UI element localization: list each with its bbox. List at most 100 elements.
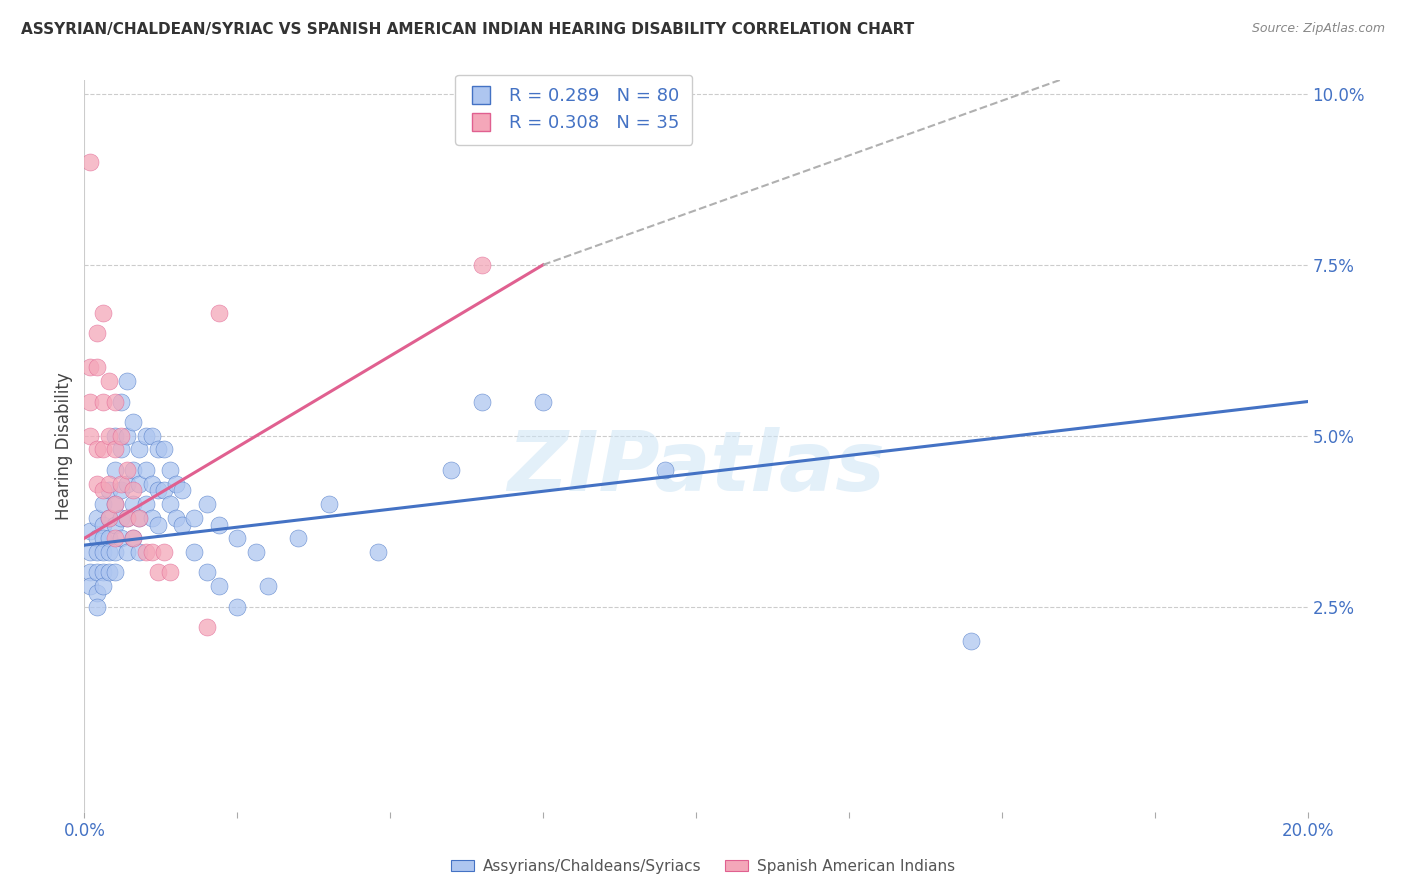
Point — [122, 531, 145, 545]
Point — [159, 566, 181, 580]
Point — [153, 545, 176, 559]
Point — [960, 633, 983, 648]
Point — [86, 360, 108, 375]
Point — [86, 531, 108, 545]
Point — [79, 360, 101, 375]
Point — [91, 483, 114, 498]
Point — [146, 442, 169, 457]
Point — [122, 497, 145, 511]
Point — [195, 566, 218, 580]
Point — [183, 545, 205, 559]
Point — [104, 497, 127, 511]
Text: ASSYRIAN/CHALDEAN/SYRIAC VS SPANISH AMERICAN INDIAN HEARING DISABILITY CORRELATI: ASSYRIAN/CHALDEAN/SYRIAC VS SPANISH AMER… — [21, 22, 914, 37]
Point — [91, 545, 114, 559]
Point — [141, 429, 163, 443]
Point — [195, 497, 218, 511]
Point — [471, 394, 494, 409]
Point — [110, 483, 132, 498]
Point — [104, 497, 127, 511]
Point — [115, 429, 138, 443]
Point — [86, 545, 108, 559]
Point — [97, 545, 120, 559]
Point — [531, 394, 554, 409]
Point — [86, 599, 108, 614]
Point — [159, 463, 181, 477]
Point — [110, 531, 132, 545]
Point — [153, 442, 176, 457]
Point — [115, 510, 138, 524]
Point — [128, 510, 150, 524]
Point — [128, 510, 150, 524]
Point — [86, 442, 108, 457]
Point — [183, 510, 205, 524]
Point — [97, 483, 120, 498]
Point — [91, 517, 114, 532]
Point — [79, 545, 101, 559]
Point — [471, 258, 494, 272]
Point — [97, 510, 120, 524]
Point — [91, 566, 114, 580]
Point — [104, 566, 127, 580]
Point — [287, 531, 309, 545]
Point — [104, 517, 127, 532]
Point — [104, 531, 127, 545]
Point — [91, 442, 114, 457]
Point — [86, 326, 108, 341]
Point — [91, 306, 114, 320]
Point — [79, 394, 101, 409]
Point — [115, 374, 138, 388]
Point — [97, 374, 120, 388]
Point — [79, 566, 101, 580]
Point — [97, 429, 120, 443]
Text: ZIPatlas: ZIPatlas — [508, 427, 884, 508]
Point — [104, 463, 127, 477]
Point — [440, 463, 463, 477]
Point — [226, 599, 249, 614]
Point — [257, 579, 280, 593]
Point — [79, 155, 101, 169]
Point — [115, 463, 138, 477]
Point — [110, 429, 132, 443]
Point — [104, 545, 127, 559]
Point — [91, 394, 114, 409]
Point — [195, 620, 218, 634]
Point — [165, 510, 187, 524]
Point — [115, 545, 138, 559]
Point — [110, 510, 132, 524]
Point — [135, 545, 157, 559]
Point — [110, 476, 132, 491]
Point — [86, 510, 108, 524]
Point — [110, 394, 132, 409]
Point — [104, 429, 127, 443]
Legend: R = 0.289   N = 80, R = 0.308   N = 35: R = 0.289 N = 80, R = 0.308 N = 35 — [456, 75, 692, 145]
Point — [318, 497, 340, 511]
Point — [172, 517, 194, 532]
Point — [128, 476, 150, 491]
Point — [135, 463, 157, 477]
Point — [91, 531, 114, 545]
Point — [122, 415, 145, 429]
Point — [115, 476, 138, 491]
Point — [153, 483, 176, 498]
Point — [86, 476, 108, 491]
Point — [226, 531, 249, 545]
Point — [141, 476, 163, 491]
Point — [91, 497, 114, 511]
Point — [367, 545, 389, 559]
Point — [208, 306, 231, 320]
Point — [146, 483, 169, 498]
Point — [141, 510, 163, 524]
Point — [146, 517, 169, 532]
Point — [135, 429, 157, 443]
Point — [86, 586, 108, 600]
Point — [97, 566, 120, 580]
Point — [115, 510, 138, 524]
Point — [122, 531, 145, 545]
Point — [110, 442, 132, 457]
Point — [245, 545, 267, 559]
Point — [79, 579, 101, 593]
Point — [91, 579, 114, 593]
Point — [104, 394, 127, 409]
Point — [97, 476, 120, 491]
Point — [141, 545, 163, 559]
